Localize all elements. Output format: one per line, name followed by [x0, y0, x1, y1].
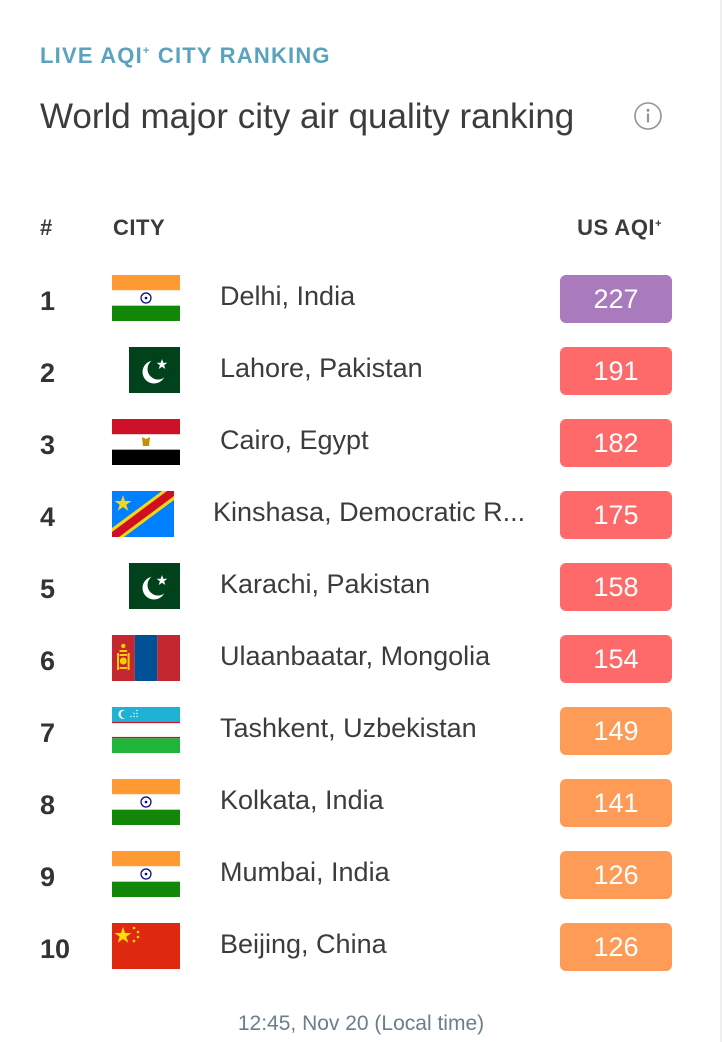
eyebrow-suffix: CITY RANKING — [157, 43, 331, 68]
dr-congo-flag-icon — [112, 491, 174, 537]
eyebrow-text: LIVE AQI — [40, 43, 143, 68]
aqi-badge: 126 — [560, 851, 672, 899]
egypt-flag-icon — [112, 419, 180, 465]
column-header-city: CITY — [113, 215, 166, 240]
rank-number: 9 — [40, 862, 56, 892]
china-flag-icon — [112, 923, 180, 969]
india-flag-icon — [112, 275, 180, 321]
city-name[interactable]: Lahore, Pakistan — [220, 353, 423, 383]
ranking-row[interactable]: 9 Mumbai, India 126 — [0, 851, 722, 923]
aqi-badge: 141 — [560, 779, 672, 827]
india-flag-icon — [112, 851, 180, 897]
aqi-badge: 182 — [560, 419, 672, 467]
ranking-row[interactable]: 6 Ulaanbaatar, Mongolia 154 — [0, 635, 722, 707]
pakistan-flag-icon — [129, 347, 180, 393]
uzbekistan-flag-icon — [112, 707, 180, 753]
mongolia-flag-icon — [112, 635, 180, 681]
ranking-row[interactable]: 5 Karachi, Pakistan 158 — [0, 563, 722, 635]
column-header-aqi-plus: + — [655, 218, 662, 230]
local-time-footer: 12:45, Nov 20 (Local time) — [237, 1012, 485, 1035]
ranking-row[interactable]: 1 Delhi, India 227 — [0, 275, 722, 347]
column-header-rank: # — [40, 215, 53, 240]
india-flag-icon — [112, 779, 180, 825]
city-name[interactable]: Ulaanbaatar, Mongolia — [220, 641, 491, 671]
city-name[interactable]: Kolkata, India — [220, 785, 384, 815]
aqi-badge: 227 — [560, 275, 672, 323]
ranking-row[interactable]: 4 Kinshasa, Democratic R... 175 — [0, 491, 722, 563]
ranking-row[interactable]: 2 Lahore, Pakistan 191 — [0, 347, 722, 419]
eyebrow-plus: + — [142, 45, 151, 57]
ranking-row[interactable]: 3 Cairo, Egypt 182 — [0, 419, 722, 491]
rank-number: 4 — [40, 502, 56, 532]
aqi-badge: 154 — [560, 635, 672, 683]
aqi-badge: 126 — [560, 923, 672, 971]
city-name[interactable]: Mumbai, India — [220, 857, 390, 887]
ranking-row[interactable]: 8 Kolkata, India 141 — [0, 779, 722, 851]
city-name[interactable]: Cairo, Egypt — [220, 425, 369, 455]
rank-number: 3 — [40, 430, 56, 460]
rank-number: 5 — [40, 574, 56, 604]
section-eyebrow: LIVE AQI+ CITY RANKING — [40, 43, 331, 69]
rank-number: 7 — [40, 718, 56, 748]
ranking-row[interactable]: 10 Beijing, China 126 — [0, 923, 722, 995]
rank-number: 10 — [40, 934, 71, 964]
aqi-badge: 158 — [560, 563, 672, 611]
aqi-badge: 191 — [560, 347, 672, 395]
ranking-row[interactable]: 7 Tashkent, Uzbekistan 149 — [0, 707, 722, 779]
column-header-aqi-label: US AQI — [577, 215, 656, 240]
info-circle-icon[interactable] — [633, 101, 663, 131]
aqi-badge: 175 — [560, 491, 672, 539]
pakistan-flag-icon — [129, 563, 180, 609]
panel-edge — [720, 0, 722, 1042]
city-name[interactable]: Karachi, Pakistan — [220, 569, 431, 599]
rank-number: 1 — [40, 286, 56, 316]
rank-number: 2 — [40, 358, 56, 388]
city-name[interactable]: Delhi, India — [220, 281, 356, 311]
rank-number: 8 — [40, 790, 56, 820]
page-title: World major city air quality ranking — [40, 97, 575, 136]
rank-number: 6 — [40, 646, 56, 676]
city-name[interactable]: Kinshasa, Democratic R... — [213, 497, 526, 527]
column-header-aqi: US AQI+ — [577, 215, 662, 241]
aqi-badge: 149 — [560, 707, 672, 755]
city-name[interactable]: Beijing, China — [220, 929, 387, 959]
city-name[interactable]: Tashkent, Uzbekistan — [220, 713, 477, 743]
